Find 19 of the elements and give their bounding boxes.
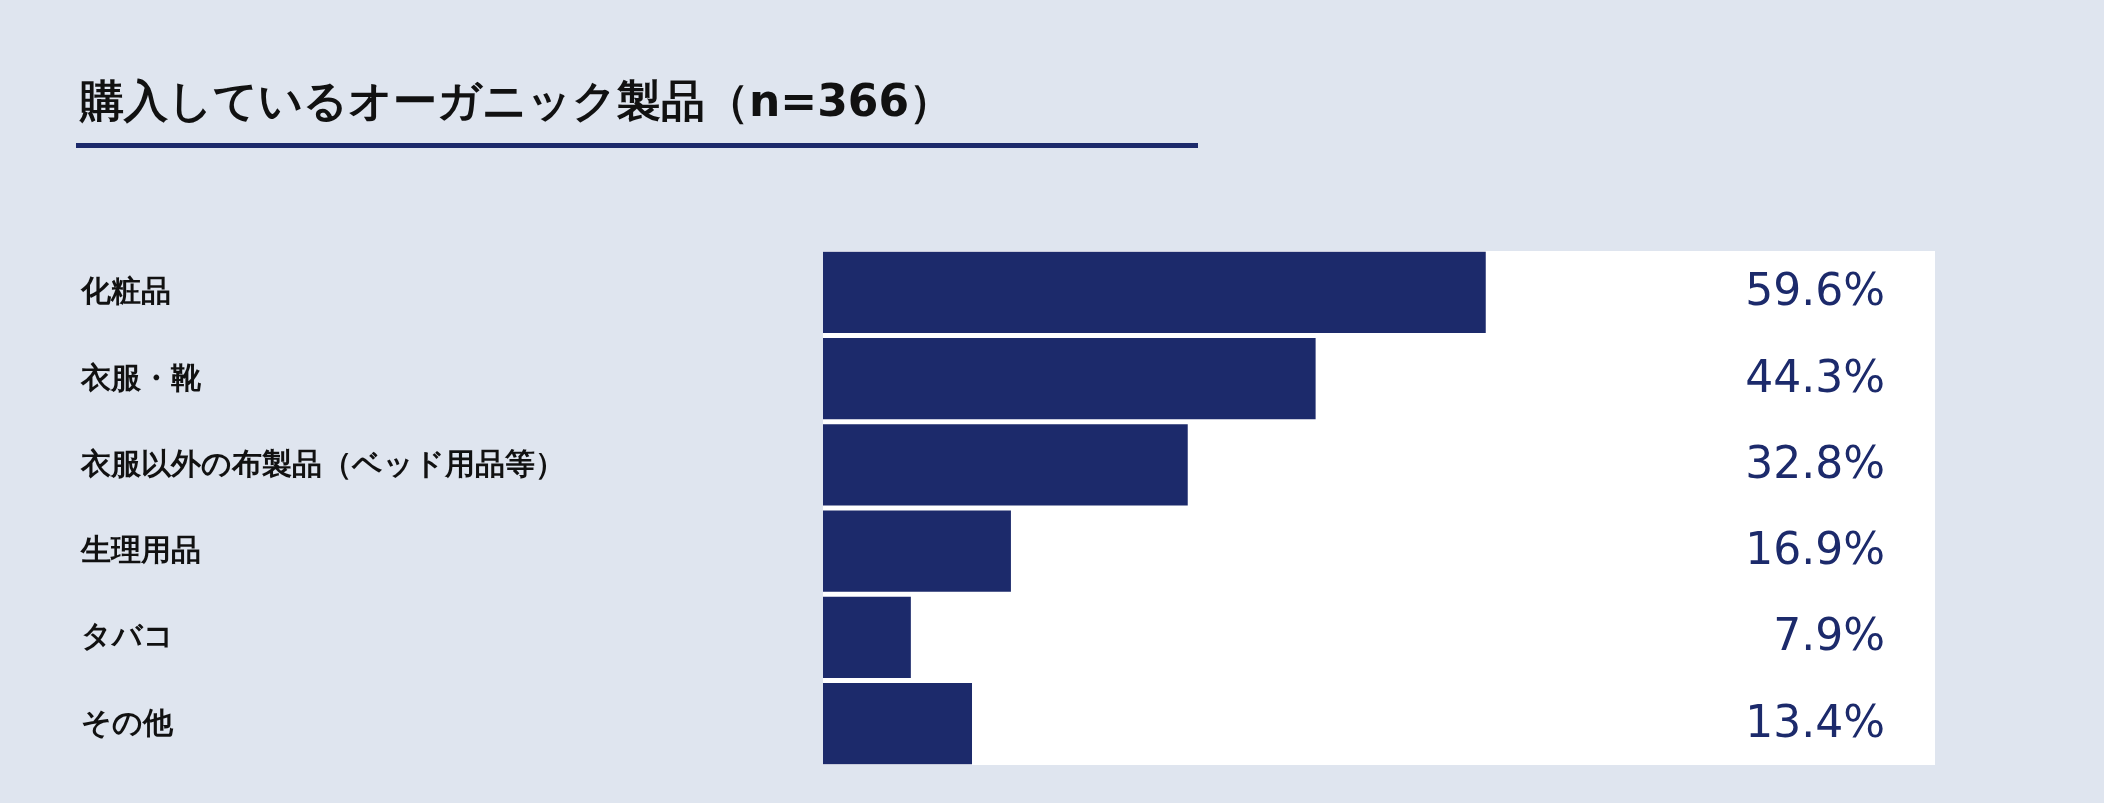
data-label: 7.9% [1773,609,1885,661]
bar [823,683,973,765]
y-tick-label: 衣服・靴 [79,359,202,395]
data-label: 44.3% [1745,350,1885,402]
y-tick-label: その他 [80,704,174,740]
data-label: 32.8% [1745,436,1885,488]
chart-title: 購入しているオーガニック製品（n=366） [80,74,954,128]
y-tick-label: タバコ [80,618,174,654]
data-label: 59.6% [1745,264,1885,316]
y-tick-label: 衣服以外の布製品（ベッド用品等） [79,445,565,481]
bar [823,510,1011,592]
bar [823,338,1316,420]
data-label: 13.4% [1745,695,1885,747]
bar [823,596,911,678]
bar [823,251,1486,333]
y-tick-label: 生理用品 [79,532,201,568]
y-tick-label: 化粧品 [79,273,171,309]
data-label: 16.9% [1745,523,1885,575]
bar [823,424,1188,506]
